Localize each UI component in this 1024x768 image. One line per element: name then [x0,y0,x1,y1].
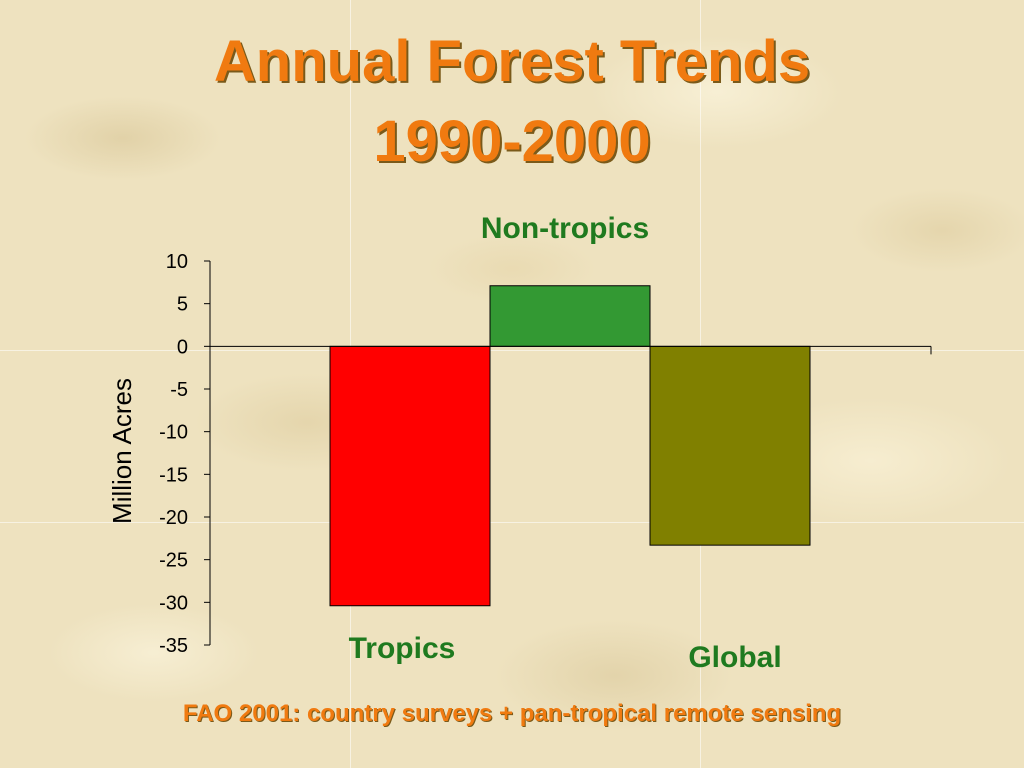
slide-title: Annual Forest Trends 1990-2000 [0,22,1024,182]
bar-tropics [329,345,491,607]
y-tick-label: -20 [159,507,188,529]
y-tick-label: -35 [159,635,188,657]
y-tick-label: -5 [170,379,188,401]
y-tick-label: 0 [177,336,188,358]
y-tick-label: 5 [177,294,188,316]
title-line-2: 1990-2000 [373,109,651,174]
bar-non-tropics [489,285,651,347]
background-seam [0,350,1024,351]
title-line-1: Annual Forest Trends [213,29,811,94]
y-tick-label: 10 [166,251,188,273]
source-note: FAO 2001: country surveys + pan-tropical… [182,700,842,727]
y-tick-label: -30 [159,592,188,614]
y-axis-title: Million Acres [107,378,137,524]
bar-global [649,345,811,546]
y-tick-label: -10 [159,422,188,444]
y-tick-label: -15 [159,464,188,486]
bar-chart: 10 5 0 -5 -10 -15 -20 -25 -30 -35 Million Acres Tr… [107,212,932,674]
category-label-non-tropics: Non-tropics [481,212,649,245]
category-label-tropics: Tropics [349,632,456,665]
category-label-global: Global [688,641,781,674]
background-seam [0,522,1024,523]
y-tick-label: -25 [159,550,188,572]
